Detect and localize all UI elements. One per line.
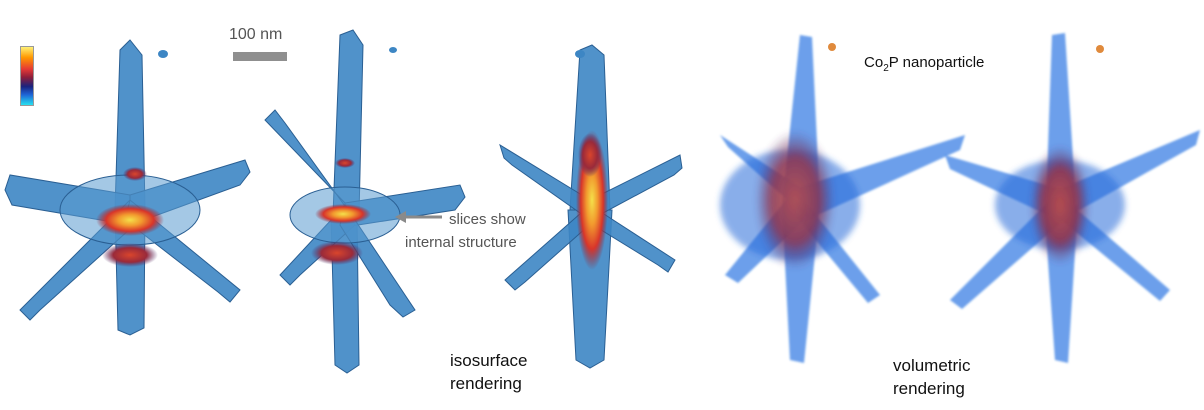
isosurface-label: isosurface rendering bbox=[450, 349, 527, 395]
slices-arrow-head bbox=[395, 211, 406, 223]
scale-bar bbox=[233, 52, 287, 61]
fragment-3 bbox=[575, 50, 585, 58]
volumetric-line-1: volumetric bbox=[893, 356, 971, 375]
color-scale-bar bbox=[20, 46, 34, 106]
nanoparticle-dot-2 bbox=[1096, 45, 1104, 53]
isosurface-line-1: isosurface bbox=[450, 351, 528, 370]
fragment-2 bbox=[389, 47, 397, 53]
volumetric-label: volumetric rendering bbox=[893, 354, 970, 400]
isosurface-star-2 bbox=[264, 29, 466, 374]
nanoparticle-label: Co2P nanoparticle bbox=[864, 54, 984, 74]
isosurface-line-2: rendering bbox=[450, 374, 522, 393]
slices-annotation: slices show internal structure bbox=[405, 208, 526, 254]
volumetric-star-1 bbox=[720, 35, 965, 363]
nanoparticle-label-prefix: Co bbox=[864, 54, 884, 71]
volumetric-star-2 bbox=[945, 33, 1200, 363]
isosurface-star-3 bbox=[499, 44, 683, 369]
nanoparticle-label-suffix: P nanoparticle bbox=[888, 54, 985, 71]
nanoparticle-label-sub: 2 bbox=[883, 63, 889, 74]
volumetric-line-2: rendering bbox=[893, 379, 965, 398]
isosurface-star-1 bbox=[4, 39, 251, 336]
fragment-1 bbox=[158, 50, 168, 58]
slices-line-2: internal structure bbox=[405, 234, 517, 251]
scale-bar-label: 100 nm bbox=[229, 26, 283, 43]
nanoparticle-dot-1 bbox=[828, 43, 836, 51]
slices-line-1: slices show bbox=[449, 211, 526, 228]
